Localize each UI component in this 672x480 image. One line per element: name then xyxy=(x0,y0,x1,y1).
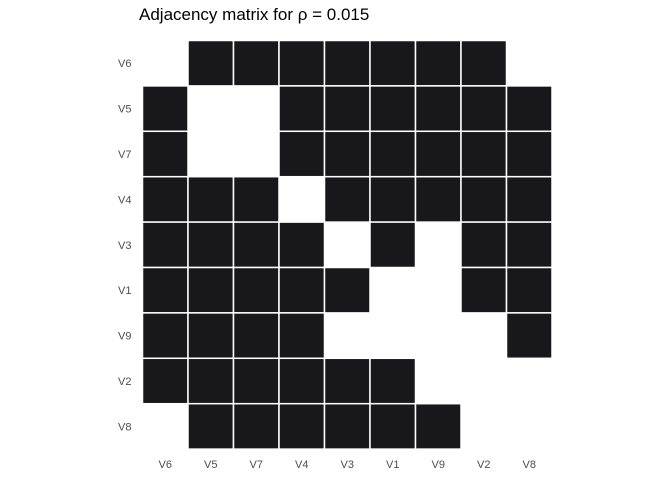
y-tick-label: V4 xyxy=(118,194,131,206)
cell-V4-V8 xyxy=(505,175,553,223)
cell-V8-V9 xyxy=(414,402,462,450)
cell-V6-V2 xyxy=(460,39,508,87)
x-tick-label: V3 xyxy=(341,459,354,471)
cell-V5-V6 xyxy=(141,85,189,133)
y-tick-label: V3 xyxy=(118,240,131,252)
y-tick-label: V2 xyxy=(118,376,131,388)
cell-V7-V6 xyxy=(141,130,189,178)
y-tick-label: V7 xyxy=(118,149,131,161)
cell-V4-V9 xyxy=(414,175,462,223)
cell-V1-V2 xyxy=(460,266,508,314)
cell-V1-V7 xyxy=(232,266,280,314)
y-tick-label: V1 xyxy=(118,285,131,297)
cell-V9-V6 xyxy=(141,312,189,360)
cell-V6-V4 xyxy=(278,39,326,87)
cell-V9-V8 xyxy=(505,312,553,360)
cell-V3-V7 xyxy=(232,221,280,269)
x-tick-label: V6 xyxy=(159,459,172,471)
cell-V3-V5 xyxy=(187,221,235,269)
cell-V9-V7 xyxy=(232,312,280,360)
cell-V1-V8 xyxy=(505,266,553,314)
cell-V6-V5 xyxy=(187,39,235,87)
cell-V5-V1 xyxy=(369,85,417,133)
cell-V3-V8 xyxy=(505,221,553,269)
cell-V8-V3 xyxy=(323,402,371,450)
cell-V3-V1 xyxy=(369,221,417,269)
x-axis-tick-labels: V6 V5 V7 V4 V3 V1 V9 V2 V8 xyxy=(159,459,536,471)
cell-V4-V5 xyxy=(187,175,235,223)
cell-V1-V5 xyxy=(187,266,235,314)
cell-V6-V9 xyxy=(414,39,462,87)
cell-V2-V3 xyxy=(323,357,371,405)
cell-V8-V1 xyxy=(369,402,417,450)
cell-V3-V4 xyxy=(278,221,326,269)
chart-title: Adjacency matrix for ρ = 0.015 xyxy=(139,5,369,24)
x-tick-label: V5 xyxy=(204,459,217,471)
cell-V4-V2 xyxy=(460,175,508,223)
cell-V5-V4 xyxy=(278,85,326,133)
cell-V8-V4 xyxy=(278,402,326,450)
x-tick-label: V2 xyxy=(477,459,490,471)
cell-V2-V7 xyxy=(232,357,280,405)
cell-V8-V7 xyxy=(232,402,280,450)
cell-V7-V2 xyxy=(460,130,508,178)
cell-V7-V4 xyxy=(278,130,326,178)
cell-V1-V3 xyxy=(323,266,371,314)
cell-V4-V6 xyxy=(141,175,189,223)
cell-V5-V9 xyxy=(414,85,462,133)
cell-V2-V5 xyxy=(187,357,235,405)
x-tick-label: V1 xyxy=(386,459,399,471)
x-tick-label: V4 xyxy=(295,459,308,471)
cell-V5-V3 xyxy=(323,85,371,133)
x-tick-label: V8 xyxy=(523,459,536,471)
y-tick-label: V8 xyxy=(118,421,131,433)
cell-V3-V2 xyxy=(460,221,508,269)
cell-V5-V2 xyxy=(460,85,508,133)
cell-V4-V1 xyxy=(369,175,417,223)
y-axis-tick-labels: V6 V5 V7 V4 V3 V1 V9 V2 V8 xyxy=(118,58,131,433)
matrix-cells xyxy=(141,39,553,450)
cell-V2-V4 xyxy=(278,357,326,405)
cell-V6-V3 xyxy=(323,39,371,87)
cell-V7-V9 xyxy=(414,130,462,178)
cell-V7-V1 xyxy=(369,130,417,178)
x-tick-label: V9 xyxy=(432,459,445,471)
cell-V5-V8 xyxy=(505,85,553,133)
y-tick-label: V9 xyxy=(118,331,131,343)
cell-V4-V3 xyxy=(323,175,371,223)
cell-V3-V6 xyxy=(141,221,189,269)
cell-V8-V5 xyxy=(187,402,235,450)
cell-V9-V4 xyxy=(278,312,326,360)
cell-V1-V4 xyxy=(278,266,326,314)
y-tick-label: V6 xyxy=(118,58,131,70)
cell-V6-V7 xyxy=(232,39,280,87)
cell-V1-V6 xyxy=(141,266,189,314)
cell-V7-V8 xyxy=(505,130,553,178)
x-tick-label: V7 xyxy=(250,459,263,471)
cell-V2-V1 xyxy=(369,357,417,405)
cell-V7-V3 xyxy=(323,130,371,178)
cell-V6-V1 xyxy=(369,39,417,87)
y-tick-label: V5 xyxy=(118,104,131,116)
cell-V4-V7 xyxy=(232,175,280,223)
cell-V2-V6 xyxy=(141,357,189,405)
cell-V9-V5 xyxy=(187,312,235,360)
